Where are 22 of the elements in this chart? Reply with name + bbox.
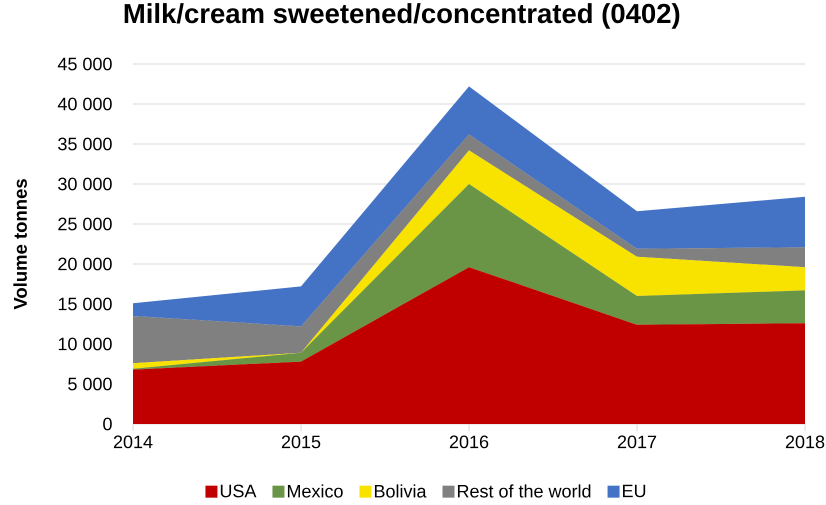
x-tick-label: 2015 [282, 436, 320, 448]
y-tick-label: 0 [103, 418, 112, 430]
y-tick-label: 20 000 [58, 258, 112, 270]
y-tick-label: 45 000 [58, 58, 112, 70]
legend-label: Rest of the world [458, 484, 590, 498]
x-tick-label: 2014 [114, 436, 152, 448]
x-tick-label: 2018 [786, 436, 824, 448]
y-axis-title: Volume tonnes [13, 179, 27, 310]
x-tick-label: 2017 [618, 436, 656, 448]
y-tick-label: 30 000 [58, 178, 112, 190]
legend-label: EU [623, 484, 646, 498]
y-tick-label: 25 000 [58, 218, 112, 230]
x-tick-label: 2016 [450, 436, 488, 448]
legend-label: Mexico [288, 484, 343, 498]
legend-label: Bolivia [374, 484, 426, 498]
y-tick-label: 35 000 [58, 138, 112, 150]
y-tick-label: 10 000 [58, 338, 112, 350]
y-tick-label: 5 000 [68, 378, 112, 390]
y-tick-label: 15 000 [58, 298, 112, 310]
y-tick-label: 40 000 [58, 98, 112, 110]
chart-title: Milk/cream sweetened/concentrated (0402) [124, 3, 680, 29]
legend-label: USA [220, 484, 256, 498]
